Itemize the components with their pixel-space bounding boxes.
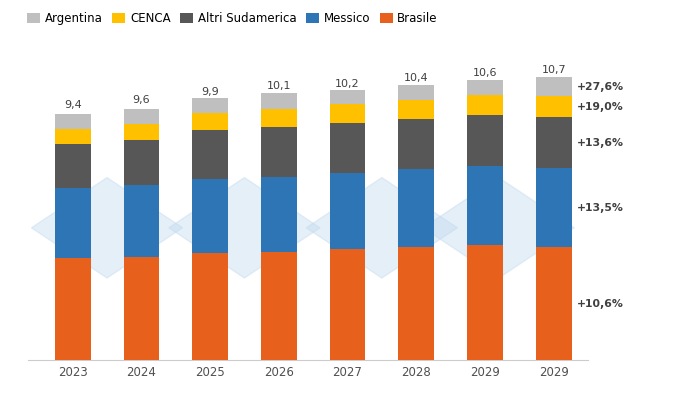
Legend: Argentina, CENCA, Altri Sudamerica, Messico, Brasile: Argentina, CENCA, Altri Sudamerica, Mess… (22, 7, 442, 30)
Text: 9,6: 9,6 (132, 94, 150, 104)
Bar (398, 119, 434, 169)
Text: 10,6: 10,6 (473, 68, 497, 78)
Polygon shape (32, 178, 183, 278)
Bar (123, 186, 159, 257)
Bar (193, 113, 228, 130)
Bar (330, 173, 365, 249)
Bar (536, 168, 571, 247)
Bar (330, 90, 365, 104)
Bar (55, 144, 90, 188)
Text: +27,6%: +27,6% (577, 82, 624, 92)
Text: 9,9: 9,9 (201, 87, 219, 97)
Bar (330, 104, 365, 123)
Bar (55, 114, 90, 129)
Bar (193, 130, 228, 180)
Bar (123, 109, 159, 124)
Bar (261, 252, 297, 360)
Bar (261, 176, 297, 252)
Bar (55, 188, 90, 258)
Bar (123, 140, 159, 186)
Bar (536, 96, 571, 117)
Bar (55, 258, 90, 360)
Bar (398, 85, 434, 100)
Bar (398, 247, 434, 360)
Bar (193, 180, 228, 253)
Bar (261, 126, 297, 176)
Text: 9,4: 9,4 (64, 100, 81, 110)
Bar (467, 166, 503, 245)
Polygon shape (423, 178, 574, 278)
Bar (467, 95, 503, 115)
Text: 10,2: 10,2 (335, 79, 360, 89)
Text: +13,6%: +13,6% (577, 138, 624, 148)
Text: 10,7: 10,7 (541, 66, 566, 76)
Bar (467, 80, 503, 95)
Text: +10,6%: +10,6% (577, 299, 624, 309)
Text: +19,0%: +19,0% (577, 102, 624, 112)
Polygon shape (307, 178, 457, 278)
Text: +13,5%: +13,5% (577, 202, 624, 212)
Bar (261, 93, 297, 108)
Bar (536, 247, 571, 360)
Bar (193, 253, 228, 360)
Bar (536, 117, 571, 168)
Bar (467, 115, 503, 166)
Text: 10,1: 10,1 (267, 81, 291, 91)
Bar (123, 257, 159, 360)
Bar (467, 245, 503, 360)
Bar (398, 169, 434, 247)
Bar (261, 108, 297, 126)
Text: 10,4: 10,4 (404, 74, 428, 84)
Bar (536, 77, 571, 96)
Bar (55, 129, 90, 144)
Polygon shape (169, 178, 320, 278)
Bar (398, 100, 434, 119)
Bar (193, 98, 228, 113)
Bar (123, 124, 159, 140)
Bar (330, 123, 365, 173)
Bar (330, 249, 365, 360)
